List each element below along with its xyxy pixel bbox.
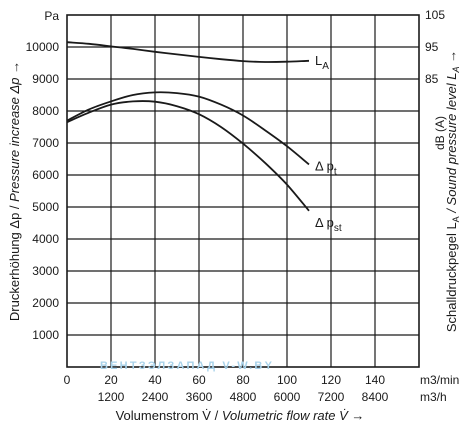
- x-unit-secondary-label: m3/h: [420, 390, 447, 404]
- x-axis-title-plain: Volumenstrom V̇ /: [116, 408, 222, 423]
- y-tick-label: 9000: [32, 72, 59, 86]
- y2-axis-title-plain: Schalldruckpegel L: [444, 222, 459, 332]
- y-axis-title-arrow: →: [7, 61, 22, 78]
- grid: [67, 15, 419, 367]
- y2-axis-title-sub-2: A: [451, 66, 461, 73]
- y-tick-label: 4000: [32, 232, 59, 246]
- y2-axis-title-arrow: →: [444, 50, 459, 67]
- series-line-la: [66, 41, 310, 63]
- y-unit-label: Pa: [44, 9, 59, 23]
- x-tick-label: 120: [321, 373, 341, 387]
- y-tick-label: 6000: [32, 168, 59, 182]
- series-label-pt: Δ pt: [315, 158, 337, 177]
- y-tick-label: 1000: [32, 328, 59, 342]
- x-tick-label-secondary: 4800: [230, 390, 257, 404]
- y-tick-label: 5000: [32, 200, 59, 214]
- curves: [66, 41, 310, 212]
- y-axis-title-italic: Pressure increase Δp: [7, 78, 22, 202]
- y2-tick-label: 95: [425, 40, 439, 54]
- series-label-pst: Δ pst: [315, 215, 342, 234]
- x-tick-label-secondary: 7200: [318, 390, 345, 404]
- y2-tick-label: 85: [425, 72, 439, 86]
- x-tick-label-secondary: 3600: [186, 390, 213, 404]
- x-axis-title-italic: Volumetric flow rate V̇: [222, 408, 349, 423]
- x-tick-label-secondary: 1200: [98, 390, 125, 404]
- y-tick-label: 3000: [32, 264, 59, 278]
- x-tick-label: 60: [192, 373, 206, 387]
- x-unit-label: m3/min: [420, 373, 459, 387]
- x-tick-label: 100: [277, 373, 297, 387]
- x-tick-label: 20: [104, 373, 118, 387]
- y-tick-label: 10000: [26, 40, 60, 54]
- y-tick-label: 2000: [32, 296, 59, 310]
- y2-axis-title: Schalldruckpegel LA / Sound pressure lev…: [444, 50, 461, 332]
- x-tick-label: 40: [148, 373, 162, 387]
- y-tick-label: 7000: [32, 136, 59, 150]
- y-axis-title-plain: Druckerhöhung Δp /: [7, 202, 22, 321]
- x-tick-label: 0: [64, 373, 71, 387]
- x-tick-label-secondary: 6000: [274, 390, 301, 404]
- y-axis-title: Druckerhöhung Δp / Pressure increase Δp …: [7, 61, 22, 321]
- y2-axis-title-sub: A: [451, 216, 461, 222]
- series-line-pt: [66, 91, 310, 166]
- labels: 0 20 40 60 80 100 120 140 1200 2400 3600 4800 6000 72…: [26, 8, 446, 404]
- x-axis-title-arrow: →: [348, 408, 365, 423]
- x-tick-label: 80: [236, 373, 250, 387]
- y-tick-label: 8000: [32, 104, 59, 118]
- series-line-pst: [66, 100, 310, 212]
- watermark: ВЕНТЗЭЛЗАПАД V-W.BY: [100, 360, 274, 372]
- x-tick-label-secondary: 8400: [362, 390, 389, 404]
- y2-axis-title-italic: / Sound pressure level L: [444, 72, 459, 216]
- x-tick-label: 140: [365, 373, 385, 387]
- y2-unit-label: dB (A): [433, 116, 447, 150]
- x-axis-title: Volumenstrom V̇ / Volumetric flow rate V…: [116, 408, 365, 423]
- y2-tick-label: 105: [425, 8, 445, 22]
- series-label-la: LA: [315, 53, 329, 72]
- x-tick-label-secondary: 2400: [142, 390, 169, 404]
- plot-frame: [66, 14, 420, 368]
